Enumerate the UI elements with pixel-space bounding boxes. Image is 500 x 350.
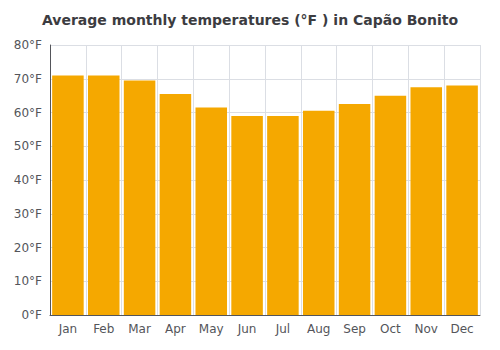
svg-text:80°F: 80°F [14, 38, 42, 52]
svg-text:20°F: 20°F [14, 241, 42, 255]
svg-text:Nov: Nov [415, 322, 438, 336]
svg-text:30°F: 30°F [14, 207, 42, 221]
svg-text:May: May [199, 322, 224, 336]
svg-text:Jun: Jun [237, 322, 257, 336]
svg-text:Aug: Aug [307, 322, 330, 336]
svg-text:Jan: Jan [58, 322, 78, 336]
svg-text:Mar: Mar [128, 322, 151, 336]
svg-text:Apr: Apr [165, 322, 186, 336]
svg-text:Dec: Dec [450, 322, 473, 336]
svg-text:Jul: Jul [275, 322, 290, 336]
svg-text:50°F: 50°F [14, 139, 42, 153]
svg-text:Feb: Feb [93, 322, 114, 336]
svg-text:Average monthly temperatures (: Average monthly temperatures (°F ) in Ca… [42, 12, 458, 28]
svg-text:70°F: 70°F [14, 72, 42, 86]
svg-text:Oct: Oct [380, 322, 401, 336]
svg-text:0°F: 0°F [21, 308, 42, 322]
svg-text:60°F: 60°F [14, 106, 42, 120]
svg-text:10°F: 10°F [14, 274, 42, 288]
svg-text:Sep: Sep [343, 322, 366, 336]
svg-text:40°F: 40°F [14, 173, 42, 187]
